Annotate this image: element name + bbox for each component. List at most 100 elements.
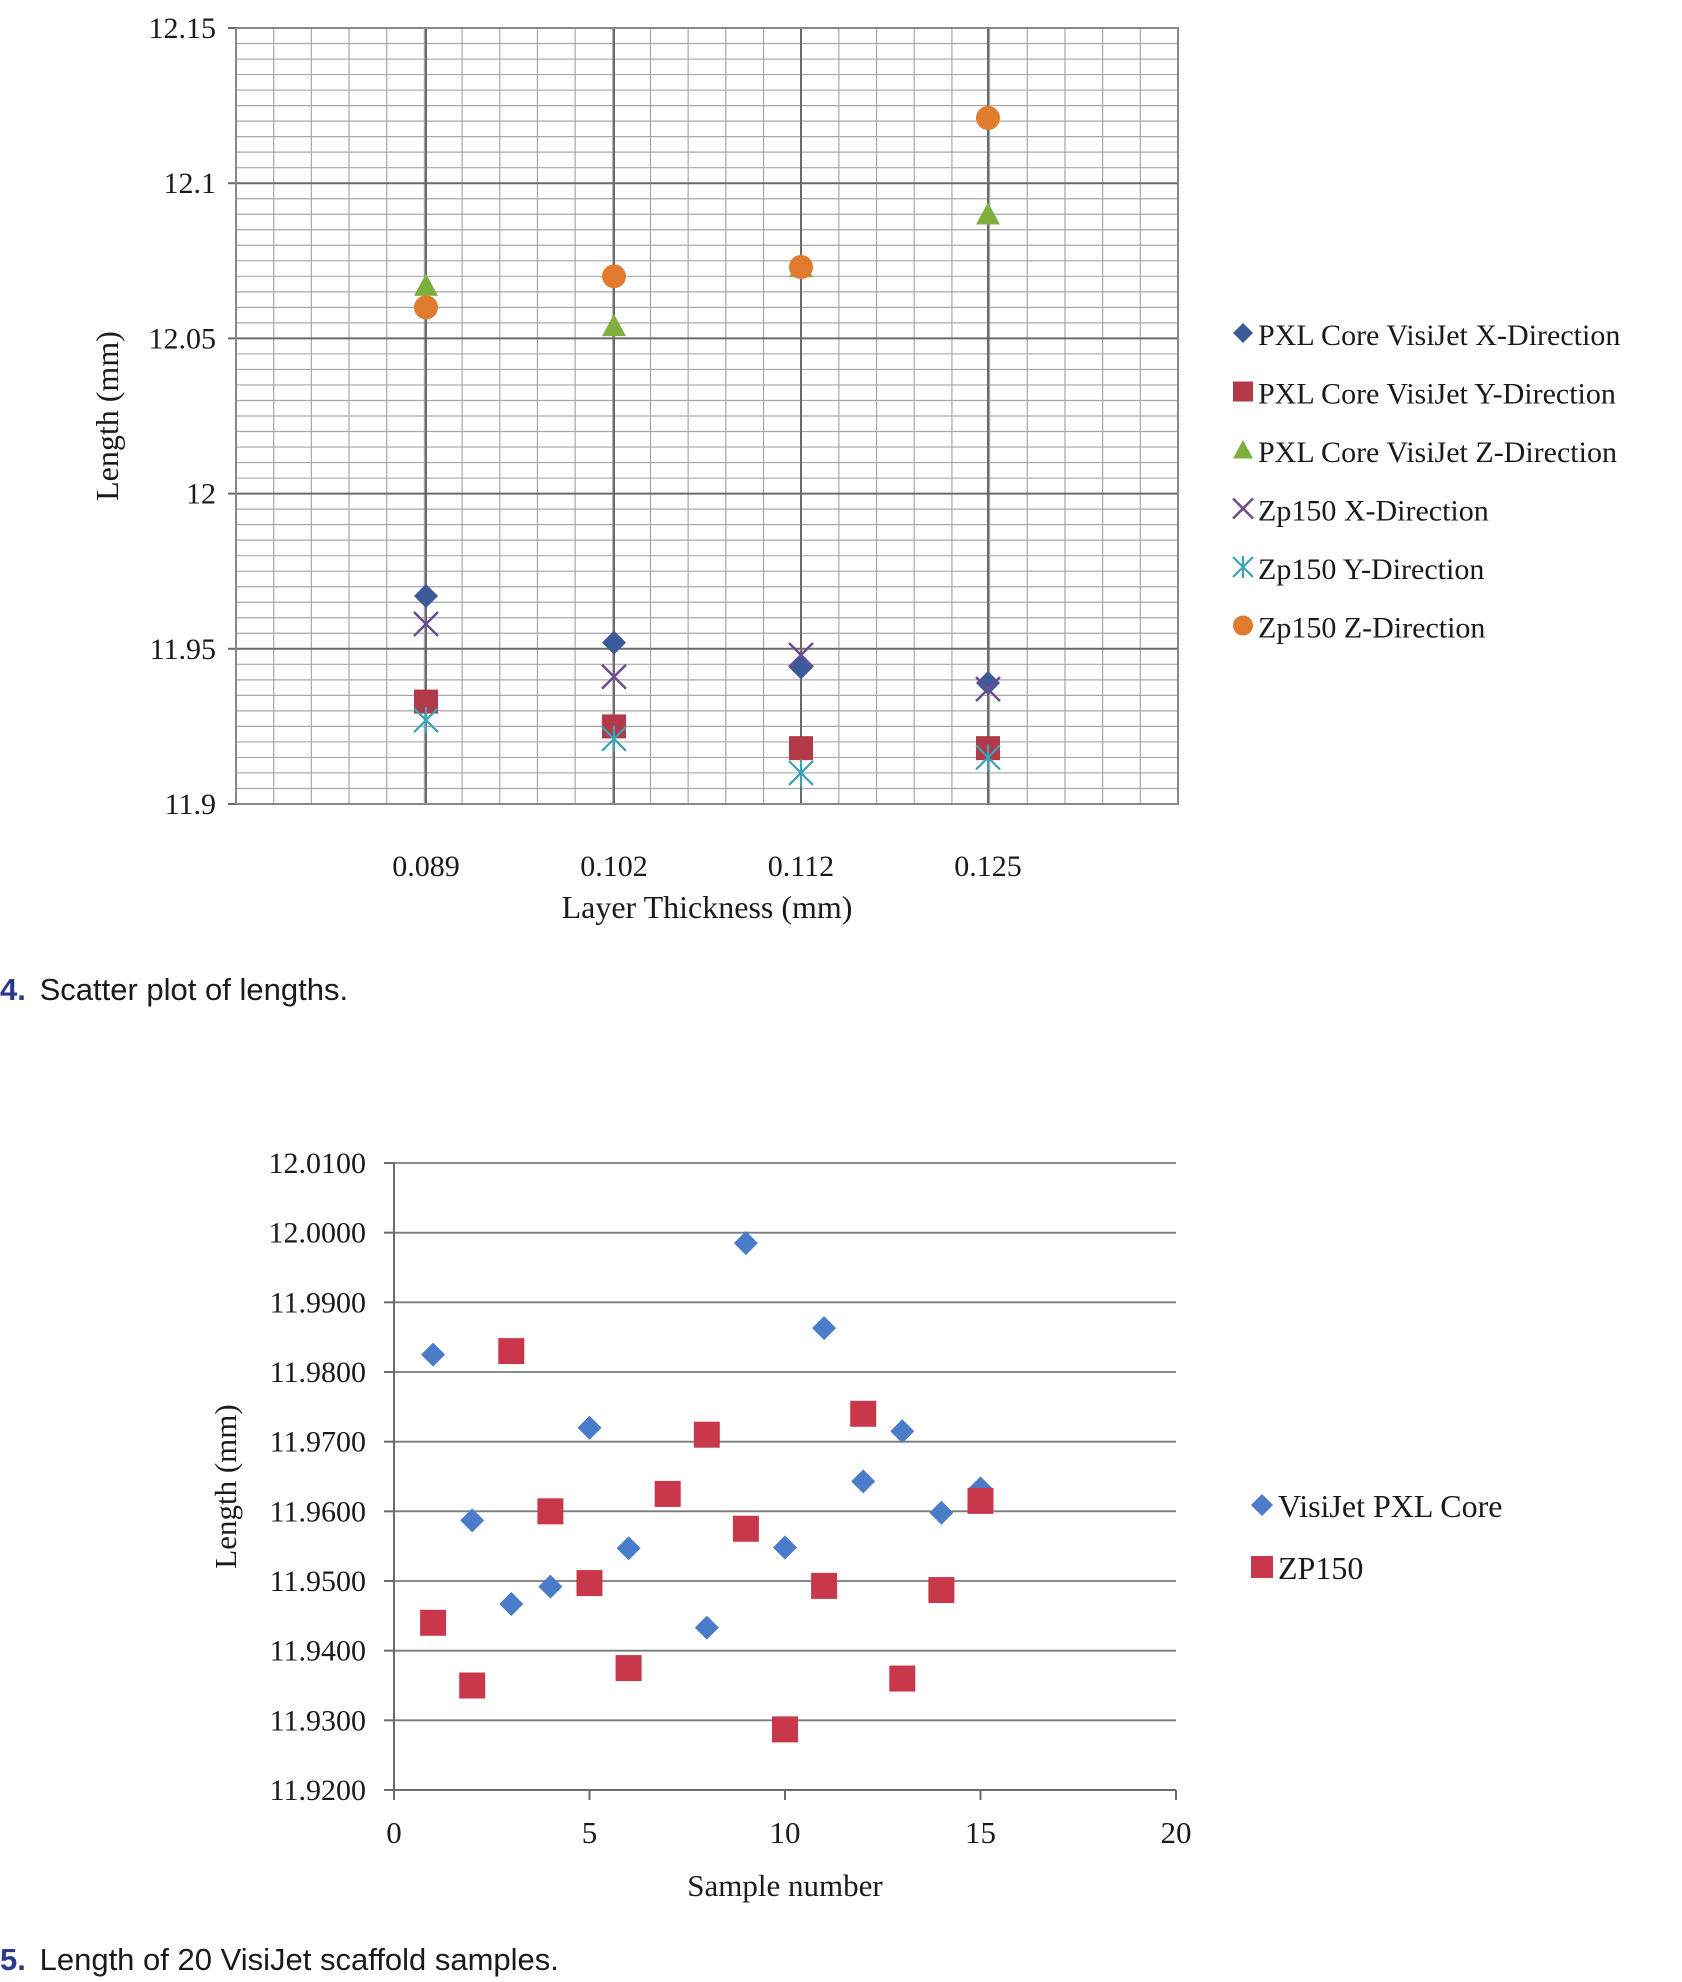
chart2-legend-marker-zp150 bbox=[1251, 1556, 1273, 1578]
figure5-caption: 5. Length of 20 VisiJet scaffold samples… bbox=[0, 1942, 559, 1977]
chart2-point-visijet-pxl-core bbox=[616, 1536, 641, 1561]
chart1-y-axis-label: Length (mm) bbox=[89, 331, 125, 501]
chart2-axes bbox=[384, 1162, 1177, 1800]
chart2-y-tick-label: 11.9200 bbox=[270, 1774, 366, 1807]
chart2-point-visijet-pxl-core bbox=[577, 1415, 602, 1440]
chart1-data-points bbox=[413, 106, 1001, 787]
chart1-legend-item: Zp150 Y-Direction bbox=[1232, 553, 1484, 586]
figure4-caption-number: 4. bbox=[0, 972, 26, 1007]
chart1-x-tick-labels: 0.089 0.102 0.112 0.125 bbox=[392, 850, 1022, 883]
chart1-point-zp150-z-direction bbox=[789, 255, 813, 280]
chart1-point-zp150-z-direction bbox=[602, 264, 626, 289]
chart2-point-visijet-pxl-core bbox=[460, 1508, 485, 1533]
chart2-y-tick-label: 11.9300 bbox=[270, 1704, 366, 1737]
chart2-point-visijet-pxl-core bbox=[773, 1535, 797, 1560]
chart1-legend-marker-pxl-core-visijet-z-direction bbox=[1233, 440, 1253, 459]
chart2-y-tick-label: 11.9900 bbox=[270, 1286, 366, 1319]
chart1-legend-label: Zp150 Y-Direction bbox=[1258, 553, 1484, 586]
chart1-plot-frame bbox=[235, 27, 1179, 805]
chart1-legend: PXL Core VisiJet X-Direction PXL Core Vis… bbox=[1232, 319, 1620, 645]
chart1-legend-label: PXL Core VisiJet Y-Direction bbox=[1258, 378, 1616, 411]
chart2-y-tick-label: 11.9400 bbox=[270, 1635, 366, 1668]
chart1-x-tick-label: 0.089 bbox=[392, 850, 460, 883]
chart1-x-tick-label: 0.112 bbox=[768, 850, 834, 883]
chart1-x-tick-label: 0.102 bbox=[580, 850, 648, 883]
chart1-gridlines bbox=[228, 27, 1178, 805]
chart2-x-tick-label: 10 bbox=[770, 1815, 801, 1850]
chart2-point-zp150 bbox=[498, 1338, 525, 1365]
chart2-gridlines bbox=[394, 1162, 1176, 1791]
chart1-point-pxl-core-visijet-z-direction bbox=[976, 202, 1000, 225]
chart2-y-tick-label: 11.9800 bbox=[270, 1356, 366, 1389]
chart2-legend: VisiJet PXL Core ZP150 bbox=[1251, 1488, 1502, 1586]
chart2-legend-label: ZP150 bbox=[1278, 1550, 1363, 1586]
chart2-x-tick-label: 5 bbox=[582, 1815, 598, 1850]
chart2-point-zp150 bbox=[928, 1577, 955, 1604]
chart1-legend-label: Zp150 X-Direction bbox=[1258, 495, 1489, 528]
chart2-point-zp150 bbox=[420, 1609, 447, 1636]
chart1-legend-label: PXL Core VisiJet X-Direction bbox=[1258, 319, 1620, 352]
figure5-caption-number: 5. bbox=[0, 1942, 26, 1977]
chart-sample-lengths: 11.9200 11.9300 11.9400 11.9500 11.9600 11.97… bbox=[208, 1147, 1502, 1903]
chart1-point-pxl-core-visijet-x-direction bbox=[602, 630, 626, 655]
chart1-point-zp150-x-direction bbox=[601, 663, 627, 690]
chart1-legend-marker-pxl-core-visijet-y-direction bbox=[1233, 381, 1253, 402]
chart2-point-visijet-pxl-core bbox=[929, 1500, 954, 1525]
chart1-point-zp150-y-direction bbox=[413, 706, 439, 734]
figure5-caption-text: Length of 20 VisiJet scaffold samples. bbox=[40, 1942, 559, 1977]
chart2-point-visijet-pxl-core bbox=[890, 1419, 915, 1444]
chart1-y-tick-label: 12 bbox=[186, 478, 216, 511]
chart2-point-zp150 bbox=[772, 1716, 798, 1743]
chart1-legend-marker-zp150-x-direction bbox=[1232, 497, 1254, 520]
chart1-point-pxl-core-visijet-x-direction bbox=[789, 655, 813, 680]
chart2-y-tick-label: 11.9600 bbox=[270, 1495, 366, 1528]
chart1-y-tick-labels: 11.9 11.95 12 12.05 12.1 12.15 bbox=[149, 12, 217, 821]
chart2-point-visijet-pxl-core bbox=[733, 1231, 758, 1256]
chart2-point-zp150 bbox=[537, 1498, 564, 1525]
chart1-point-pxl-core-visijet-y-direction bbox=[789, 736, 813, 761]
chart2-point-zp150 bbox=[693, 1421, 720, 1448]
chart-lengths-vs-layer-thickness: 11.9 11.95 12 12.05 12.1 12.15 0.089 0.102 0.11… bbox=[89, 12, 1620, 925]
chart2-y-axis-label: Length (mm) bbox=[208, 1404, 243, 1568]
chart1-point-zp150-x-direction bbox=[788, 642, 814, 668]
chart1-y-tick-label: 12.15 bbox=[149, 12, 217, 45]
chart2-point-visijet-pxl-core bbox=[538, 1574, 563, 1599]
chart2-y-tick-label: 12.0000 bbox=[269, 1217, 367, 1250]
chart1-legend-label: Zp150 Z-Direction bbox=[1258, 612, 1485, 645]
chart1-y-tick-label: 12.05 bbox=[149, 322, 217, 355]
chart2-y-tick-labels: 11.9200 11.9300 11.9400 11.9500 11.9600 11.97… bbox=[269, 1147, 367, 1807]
chart2-x-tick-labels: 0 5 10 15 20 bbox=[386, 1815, 1191, 1850]
chart2-point-zp150 bbox=[459, 1672, 486, 1699]
chart2-y-tick-label: 11.9700 bbox=[270, 1426, 366, 1459]
chart2-point-zp150 bbox=[889, 1665, 916, 1692]
chart2-point-visijet-pxl-core bbox=[694, 1615, 719, 1640]
chart1-point-zp150-z-direction bbox=[976, 106, 1000, 131]
chart2-point-zp150 bbox=[850, 1400, 877, 1427]
chart1-point-zp150-x-direction bbox=[413, 611, 439, 637]
chart1-legend-item: Zp150 X-Direction bbox=[1232, 495, 1489, 528]
chart1-legend-item: PXL Core VisiJet Z-Direction bbox=[1233, 436, 1617, 469]
chart1-point-pxl-core-visijet-z-direction bbox=[414, 273, 438, 296]
chart2-x-tick-label: 20 bbox=[1161, 1815, 1192, 1850]
chart2-point-visijet-pxl-core bbox=[812, 1316, 837, 1341]
chart2-point-visijet-pxl-core bbox=[499, 1591, 524, 1616]
chart1-point-zp150-y-direction bbox=[788, 759, 814, 787]
chart2-legend-marker-visijet-pxl-core bbox=[1251, 1494, 1273, 1516]
chart1-point-zp150-y-direction bbox=[601, 725, 627, 753]
chart1-legend-marker-zp150-y-direction bbox=[1232, 556, 1254, 578]
chart1-legend-marker-pxl-core-visijet-x-direction bbox=[1233, 323, 1253, 343]
figure4-caption-text: Scatter plot of lengths. bbox=[40, 972, 348, 1007]
chart1-y-tick-label: 11.9 bbox=[165, 788, 216, 821]
chart1-x-tick-label: 0.125 bbox=[954, 850, 1022, 883]
chart1-legend-item: PXL Core VisiJet X-Direction bbox=[1233, 319, 1620, 352]
chart2-y-tick-label: 12.0100 bbox=[269, 1147, 367, 1180]
chart2-point-zp150 bbox=[615, 1655, 642, 1682]
chart2-x-axis-label: Sample number bbox=[687, 1868, 883, 1903]
chart2-point-zp150 bbox=[576, 1570, 603, 1597]
chart2-x-tick-label: 15 bbox=[965, 1815, 996, 1850]
chart1-point-zp150-y-direction bbox=[975, 744, 1001, 771]
chart1-point-pxl-core-visijet-x-direction bbox=[414, 584, 438, 609]
chart1-point-zp150-x-direction bbox=[975, 676, 1001, 703]
chart1-y-tick-label: 12.1 bbox=[164, 167, 217, 200]
